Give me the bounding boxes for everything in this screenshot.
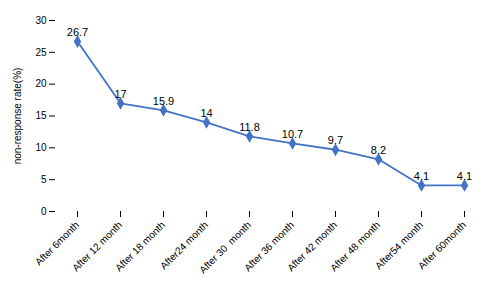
svg-text:After 48 month: After 48 month xyxy=(328,219,383,274)
svg-text:non-response rate(%): non-response rate(%) xyxy=(12,68,23,165)
svg-text:30: 30 xyxy=(35,15,47,26)
svg-text:15.9: 15.9 xyxy=(153,95,174,107)
svg-text:After 42 month: After 42 month xyxy=(285,219,340,274)
svg-text:8.2: 8.2 xyxy=(371,144,386,156)
svg-text:After 18 month: After 18 month xyxy=(113,219,168,274)
svg-text:After 12 month: After 12 month xyxy=(70,219,125,274)
svg-text:25: 25 xyxy=(35,47,47,58)
svg-text:5: 5 xyxy=(41,174,47,185)
svg-text:14: 14 xyxy=(200,107,212,119)
svg-text:26.7: 26.7 xyxy=(67,26,88,38)
svg-text:4.1: 4.1 xyxy=(457,170,472,182)
svg-text:After 36 month: After 36 month xyxy=(242,219,297,274)
svg-text:After 60month: After 60month xyxy=(416,219,468,271)
svg-text:4.1: 4.1 xyxy=(414,170,429,182)
svg-text:After 6month: After 6month xyxy=(33,219,81,267)
svg-text:20: 20 xyxy=(35,78,47,89)
svg-text:17: 17 xyxy=(114,88,126,100)
svg-text:After 30 month: After 30 month xyxy=(197,219,254,276)
svg-text:15: 15 xyxy=(35,110,47,121)
svg-text:10.7: 10.7 xyxy=(282,128,303,140)
svg-text:10: 10 xyxy=(35,142,47,153)
svg-text:After54 month: After54 month xyxy=(373,219,426,272)
svg-text:After24 month: After24 month xyxy=(158,219,211,272)
svg-text:0: 0 xyxy=(41,206,47,217)
svg-text:11.8: 11.8 xyxy=(239,121,260,133)
svg-text:9.7: 9.7 xyxy=(328,134,343,146)
